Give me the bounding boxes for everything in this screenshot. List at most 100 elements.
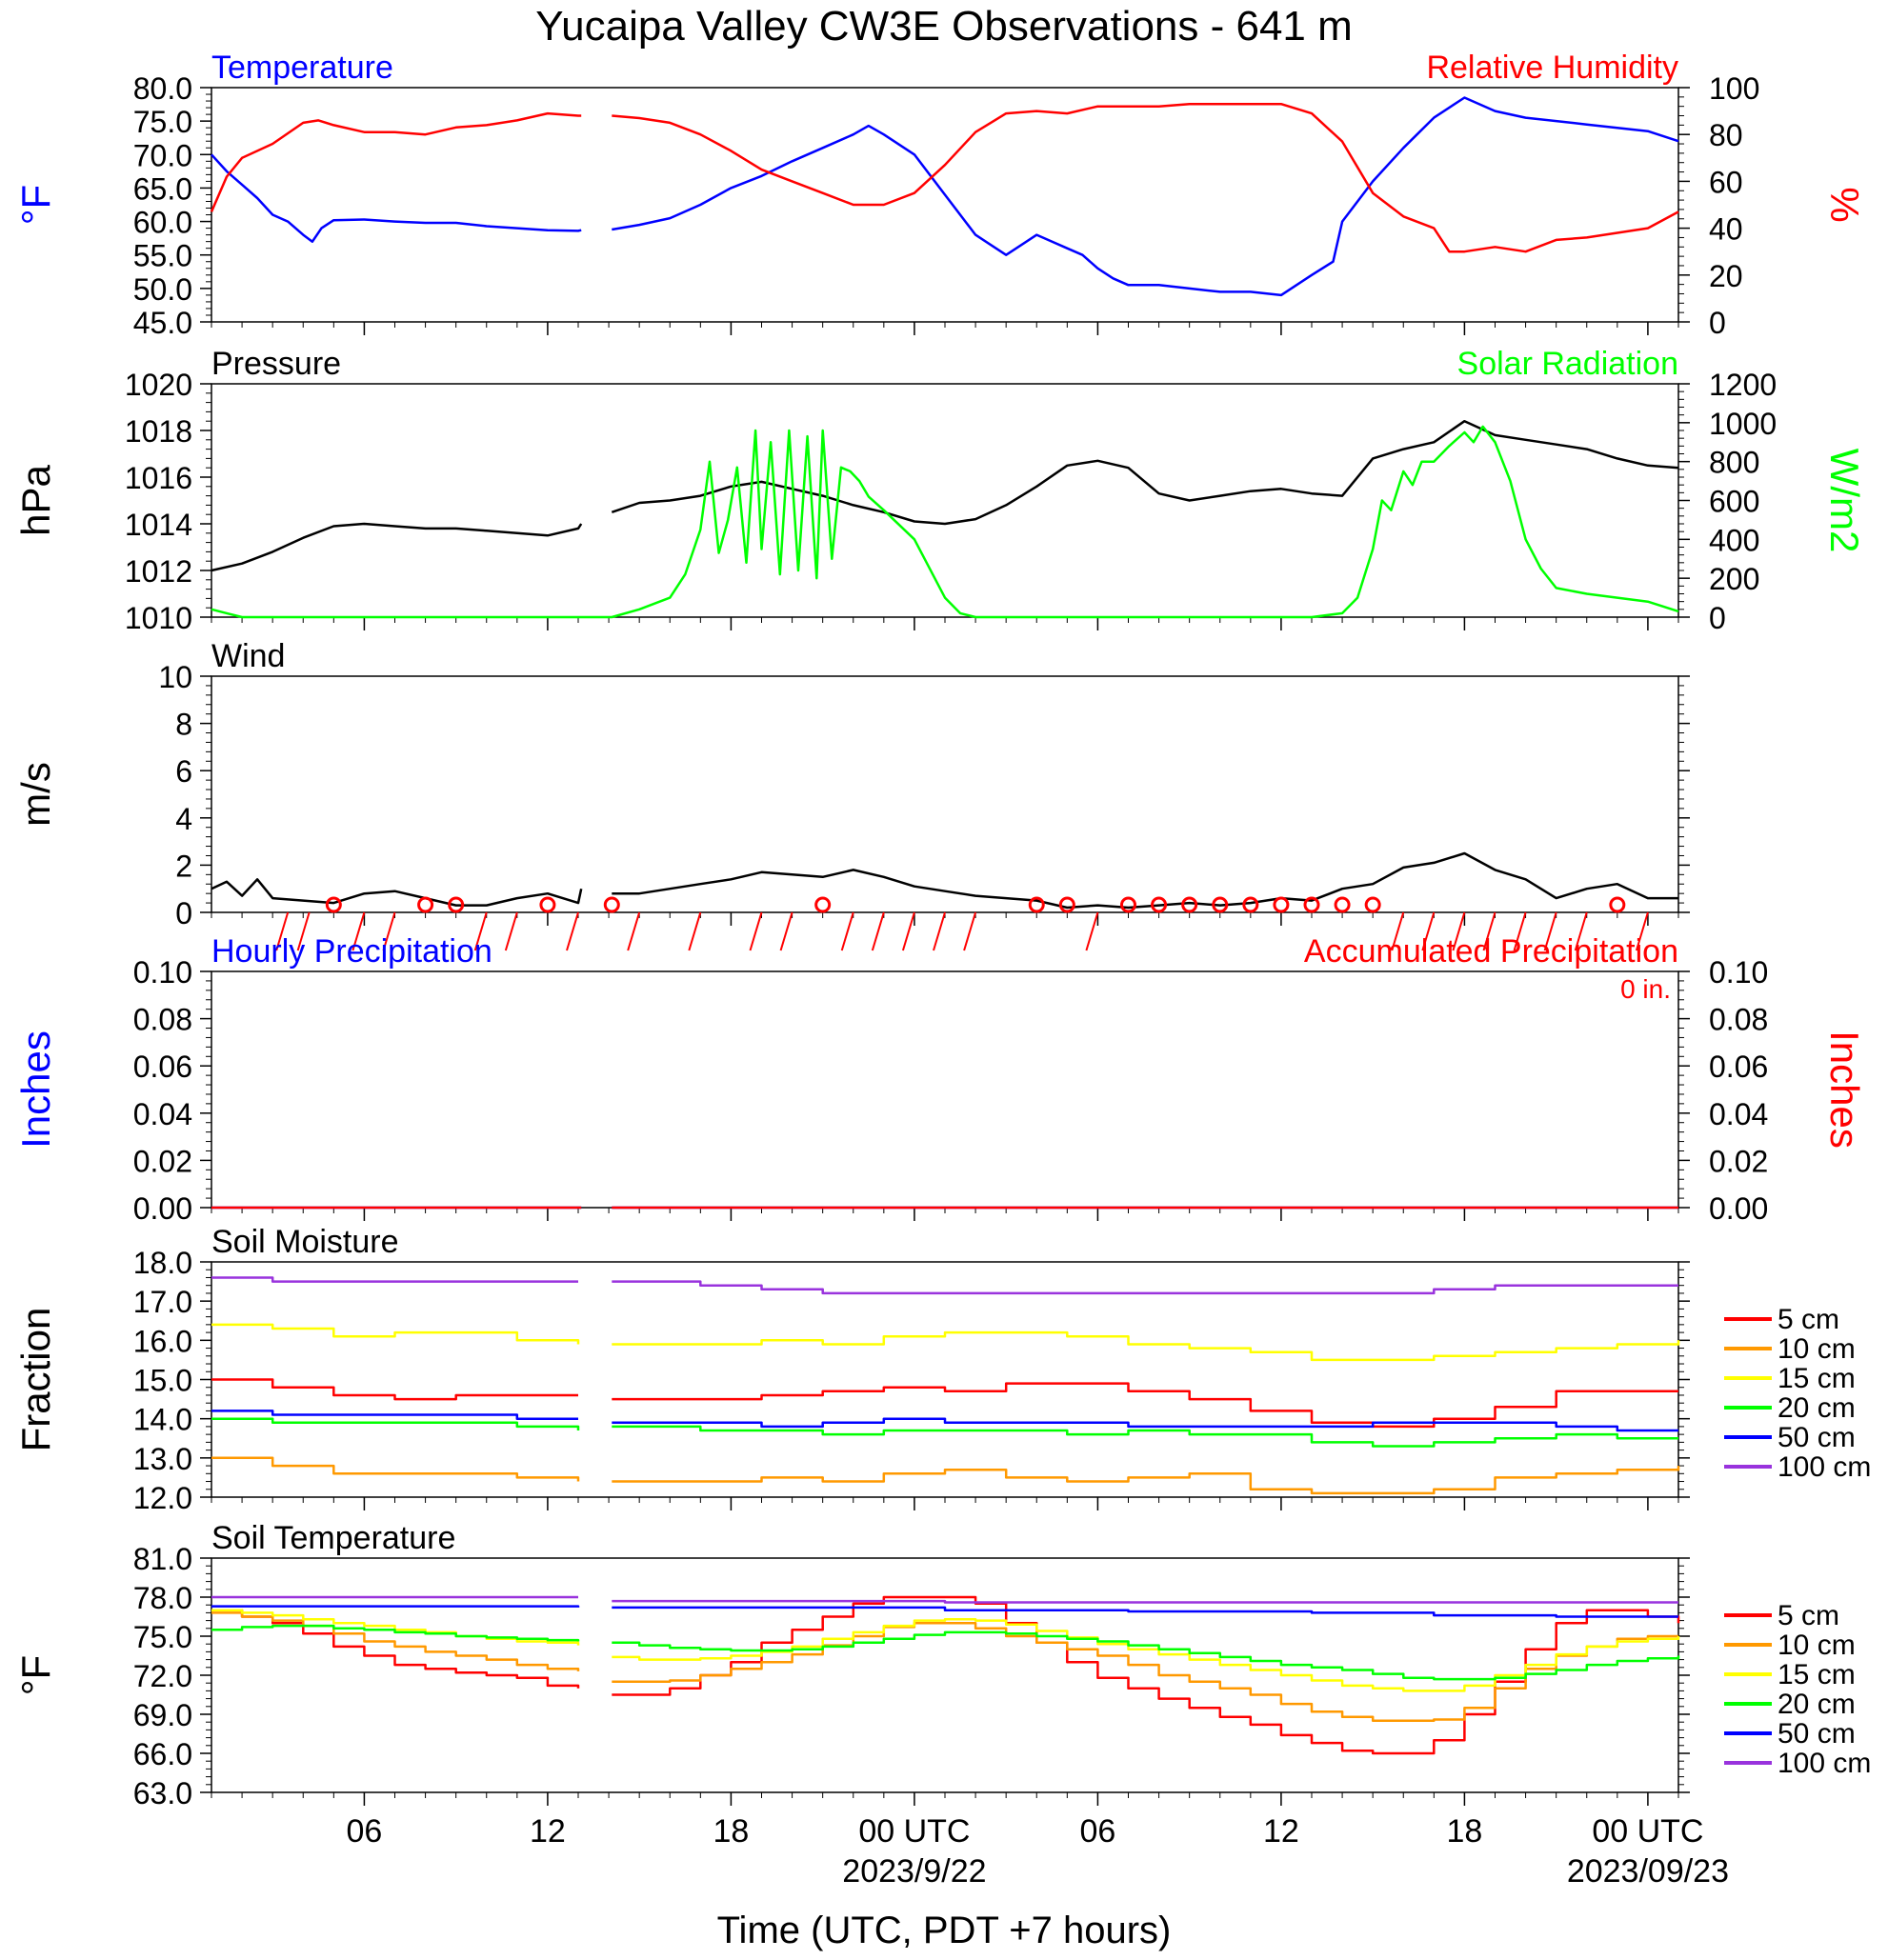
- wind-barb: [688, 911, 702, 951]
- y-tick-label: 13.0: [133, 1442, 192, 1476]
- wind-calm-marker: [1151, 896, 1168, 913]
- y-right-tick-label: 80: [1709, 118, 1743, 152]
- wind-calm-marker: [1058, 896, 1075, 913]
- y-tick-label: 1014: [125, 508, 192, 542]
- y-tick-label: 1010: [125, 601, 192, 635]
- y-right-tick-label: 1000: [1709, 407, 1777, 441]
- wind-calm-marker: [1181, 896, 1198, 913]
- wind-barb: [779, 911, 793, 951]
- x-tick-label: 06: [347, 1813, 383, 1850]
- legend-label: 20 cm: [1778, 1392, 1856, 1424]
- x-tick-label: 12: [530, 1813, 566, 1850]
- panel-title-left: Pressure: [211, 346, 341, 382]
- series-10-cm: [211, 1611, 1678, 1723]
- series-solar-radiation: [211, 425, 1679, 619]
- y-axis-label-right: W/m2: [1822, 449, 1867, 553]
- wind-calm-marker: [814, 896, 832, 913]
- y-axis-label-left: hPa: [13, 464, 58, 535]
- wind-barb: [504, 911, 518, 951]
- legend-label: 5 cm: [1778, 1304, 1839, 1335]
- plot-frame: [211, 1261, 1679, 1498]
- series-wind-speed: [211, 851, 1678, 910]
- wind-barb: [566, 911, 579, 951]
- wind-barb: [1513, 911, 1527, 951]
- panel-5: 18.0 17.0 16.0 15.0 14.0 13.0 12.0 Soil Moistur…: [13, 1224, 1871, 1515]
- y-axis-label-left: m/s: [13, 762, 58, 827]
- wind-barb: [1391, 911, 1405, 951]
- y-tick-label: 1016: [125, 461, 192, 495]
- wind-barb: [1421, 911, 1436, 951]
- wind-calm-marker: [417, 896, 434, 913]
- y-tick-label: 0: [175, 896, 192, 930]
- legend-label: 100 cm: [1778, 1451, 1871, 1483]
- legend-label: 15 cm: [1778, 1659, 1856, 1690]
- wind-barb: [627, 911, 641, 951]
- y-right-tick-label: 0.00: [1709, 1191, 1768, 1226]
- plot-frame: [211, 970, 1679, 1209]
- wind-calm-marker: [325, 896, 342, 913]
- y-right-tick-label: 1200: [1709, 368, 1777, 402]
- y-tick-label: 1020: [125, 368, 192, 402]
- panel-title-right: Accumulated Precipitation: [1304, 933, 1678, 970]
- y-tick-label: 1018: [125, 414, 192, 449]
- plot-frame: [211, 1557, 1679, 1793]
- x-tick-label: 06: [1080, 1813, 1116, 1850]
- y-tick-label: 2: [175, 849, 192, 883]
- panel-title-left: Wind: [211, 638, 285, 674]
- wind-calm-marker: [1242, 896, 1259, 913]
- x-tick-date: 2023/09/23: [1567, 1853, 1729, 1890]
- y-axis-label-left: Inches: [13, 1030, 58, 1149]
- y-axis-label-right: %: [1822, 187, 1867, 222]
- y-right-tick-label: 0.04: [1709, 1097, 1768, 1131]
- panel-1: 80.075.070.065.060.055.050.045.0 100 80 60 4…: [13, 50, 1867, 340]
- y-tick-label: 12.0: [133, 1481, 192, 1515]
- y-axis-label-left: °F: [13, 185, 58, 225]
- y-tick-label: 15.0: [133, 1364, 192, 1398]
- series-20-cm: [211, 1624, 1680, 1681]
- x-tick-label: 00 UTC: [1592, 1813, 1703, 1850]
- y-tick-label: 18.0: [133, 1246, 192, 1280]
- y-tick-label: 0.06: [133, 1050, 192, 1084]
- wind-barb: [840, 911, 854, 951]
- panel-4: 0.10 0.08 0.06 0.04 0.02 0.00 0.10 0.08 0.06 0.04…: [13, 933, 1867, 1226]
- wind-barb: [963, 911, 977, 951]
- y-axis-label-left: °F: [13, 1655, 58, 1695]
- wind-calm-marker: [1273, 896, 1290, 913]
- y-right-tick-label: 0.08: [1709, 1003, 1768, 1037]
- wind-barb: [296, 911, 311, 951]
- legend-label: 20 cm: [1778, 1689, 1856, 1720]
- y-tick-label: 8: [175, 708, 192, 742]
- y-tick-label: 66.0: [133, 1737, 192, 1771]
- y-right-tick-label: 100: [1709, 71, 1759, 106]
- x-tick-label: 18: [1447, 1813, 1483, 1850]
- wind-barb: [473, 911, 488, 951]
- y-tick-label: 65.0: [133, 171, 192, 206]
- y-tick-label: 17.0: [133, 1285, 192, 1319]
- wind-calm-marker: [539, 896, 556, 913]
- panel-3: 10 8 6 4 2 0 Wind m/s: [13, 638, 1690, 951]
- wind-barb: [871, 911, 885, 951]
- y-tick-label: 81.0: [133, 1542, 192, 1576]
- y-tick-label: 0.00: [133, 1191, 192, 1226]
- panel-6: 81.0 78.0 75.0 72.0 69.0 66.0 63.0 Soil Tempera…: [13, 1520, 1871, 1810]
- wind-barb: [1635, 911, 1649, 951]
- legend-label: 50 cm: [1778, 1718, 1856, 1750]
- series-100-cm: [211, 1595, 1678, 1604]
- y-tick-label: 72.0: [133, 1659, 192, 1693]
- chart-title: Yucaipa Valley CW3E Observations - 641 m: [535, 3, 1353, 50]
- wind-barb: [1482, 911, 1496, 951]
- legend-label: 15 cm: [1778, 1363, 1856, 1394]
- y-axis-label-left: Fraction: [13, 1308, 58, 1452]
- panel-title-left: Temperature: [211, 50, 393, 86]
- wind-calm-marker: [1120, 896, 1136, 913]
- y-right-tick-label: 0.10: [1709, 955, 1768, 990]
- y-tick-label: 14.0: [133, 1403, 192, 1437]
- y-tick-label: 0.04: [133, 1097, 192, 1131]
- series-50-cm: [211, 1605, 1678, 1618]
- wind-calm-marker: [1364, 896, 1381, 913]
- series-15-cm: [211, 1323, 1680, 1362]
- y-tick-label: 75.0: [133, 105, 192, 139]
- y-tick-label: 70.0: [133, 138, 192, 172]
